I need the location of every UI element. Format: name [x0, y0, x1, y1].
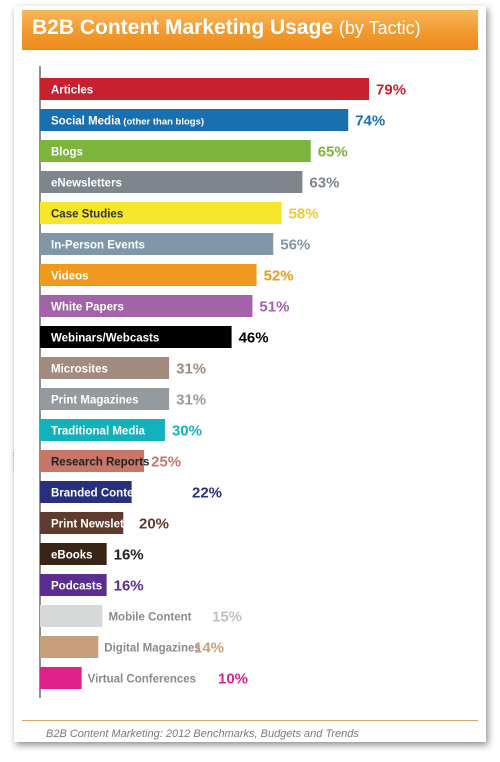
bar-row: Webinars/Webcasts 46% [40, 326, 269, 348]
bar [40, 388, 170, 410]
bar-row: Videos 52% [40, 264, 294, 286]
bar [40, 140, 311, 162]
bar-value-label: 46% [239, 330, 269, 347]
bar [40, 450, 145, 472]
bar-row: Social Media (other than blogs) 74% [40, 109, 385, 131]
bar-category-label: Podcasts [51, 581, 102, 593]
bar-value-label: 58% [289, 206, 319, 223]
bar-category-label: Blogs [51, 147, 83, 159]
chart-title: B2B Content Marketing Usage (by Tactic) [32, 16, 421, 40]
bar-value-label: 10% [218, 671, 248, 688]
bar [40, 512, 124, 534]
bar-value-label: 52% [264, 268, 294, 285]
bar [40, 295, 253, 317]
bar [40, 202, 282, 224]
bar-category-label: Mobile Content [108, 612, 191, 624]
bar-row: Blogs 65% [40, 140, 348, 162]
bar-value-label: 51% [259, 299, 289, 316]
bar-category-label: Traditional Media [51, 426, 146, 438]
bar-value-label: 31% [176, 392, 206, 409]
bar [40, 667, 82, 689]
title-bar: B2B Content Marketing Usage (by Tactic) [22, 10, 478, 50]
bar [40, 78, 370, 100]
bar [40, 326, 232, 348]
source-caption: B2B Content Marketing: 2012 Benchmarks, … [46, 728, 359, 740]
divider-line [22, 720, 478, 721]
bar-value-label: 79% [376, 82, 406, 99]
bar [40, 636, 99, 658]
bar [40, 543, 107, 565]
bar-row: Case Studies 58% [40, 202, 319, 224]
bar-row: eNewsletters 63% [40, 171, 339, 193]
bar-value-label: 74% [355, 113, 385, 130]
bar-category-label: In-Person Events [51, 240, 145, 252]
bar-value-label: 63% [309, 175, 339, 192]
bar-category-label: Webinars/Webcasts [51, 333, 159, 345]
bar-row: Mobile Content 15% [40, 605, 242, 627]
bar-category-label: White Papers [51, 302, 124, 314]
bar-value-label: 22% [192, 485, 222, 502]
bar [40, 481, 132, 503]
bar-row: Virtual Conferences 10% [40, 667, 248, 689]
bar-row: Traditional Media 30% [40, 419, 202, 441]
bar-value-label: 25% [151, 454, 181, 471]
bar-value-label: 31% [176, 361, 206, 378]
bar-row: White Papers 51% [40, 295, 289, 317]
bar-row: Podcasts 16% [40, 574, 144, 596]
bar-category-label: Articles [51, 85, 93, 97]
bar-value-label: 30% [172, 423, 202, 440]
bar-category-label: Print Newsletters [51, 519, 145, 531]
chart-title-main: B2B Content Marketing Usage [32, 16, 334, 39]
bar-value-label: 15% [212, 609, 242, 626]
bar-category-label: Case Studies [51, 209, 123, 221]
bar-value-label: 65% [318, 144, 348, 161]
bar-row: eBooks 16% [40, 543, 144, 565]
bar-value-label: 56% [280, 237, 310, 254]
bar-value-label: 14% [194, 640, 224, 657]
bar-category-label: Branded Content Tools [51, 488, 177, 500]
bar-category-label: Social Media (other than blogs) [51, 116, 204, 128]
bar [40, 419, 165, 441]
bar [40, 605, 103, 627]
bar-value-label: 16% [114, 547, 144, 564]
bar-category-label: Videos [51, 271, 89, 283]
bar [40, 233, 274, 255]
bar-category-label: Virtual Conferences [88, 674, 196, 686]
bar-category-label: Digital Magazines [104, 643, 201, 655]
bar-row: Print Magazines 31% [40, 388, 206, 410]
bar [40, 264, 257, 286]
bar-value-label: 16% [114, 578, 144, 595]
bar-category-label: Microsites [51, 364, 108, 376]
bar [40, 357, 170, 379]
bar-row: Articles 79% [40, 78, 406, 100]
bar-row: In-Person Events 56% [40, 233, 310, 255]
bar-row: Research Reports 25% [40, 450, 181, 472]
bar-category-label: Research Reports [51, 457, 149, 469]
bar-category-label: eBooks [51, 550, 93, 562]
bar-row: Microsites 31% [40, 357, 206, 379]
bar [40, 171, 303, 193]
bar-category-label: Print Magazines [51, 395, 139, 407]
bar [40, 109, 349, 131]
edge-marker [13, 452, 16, 472]
bar [40, 574, 107, 596]
chart-title-sub: (by Tactic) [338, 18, 421, 38]
bar-row: Branded Content Tools 22% [40, 481, 222, 503]
bar-value-label: 20% [139, 516, 169, 533]
bar-category-label: eNewsletters [51, 178, 122, 190]
